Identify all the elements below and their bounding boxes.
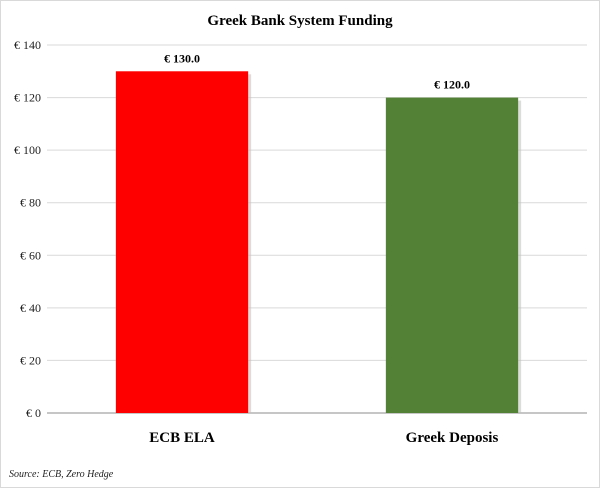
category-label: ECB ELA bbox=[149, 430, 215, 446]
y-tick-label: € 100 bbox=[14, 143, 41, 157]
y-tick-label: € 140 bbox=[14, 38, 41, 52]
data-labels: € 130.0 € 120.0 bbox=[164, 51, 470, 91]
data-label: € 120.0 bbox=[434, 78, 470, 92]
chart-title: Greek Bank System Funding bbox=[207, 13, 393, 29]
source-note: Source: ECB, Zero Hedge bbox=[9, 469, 114, 480]
y-axis-ticks: € 0 € 20 € 40 € 60 € 80 € 100 € 120 € 140 bbox=[14, 38, 41, 420]
bars bbox=[115, 71, 522, 414]
category-label: Greek Deposis bbox=[406, 430, 499, 446]
y-tick-label: € 0 bbox=[26, 406, 41, 420]
y-tick-label: € 60 bbox=[20, 248, 41, 262]
x-axis-categories: ECB ELA Greek Deposis bbox=[149, 430, 498, 446]
y-tick-label: € 80 bbox=[20, 196, 41, 210]
y-tick-label: € 120 bbox=[14, 91, 41, 105]
y-tick-label: € 20 bbox=[20, 353, 41, 367]
bar bbox=[115, 71, 249, 414]
bar bbox=[385, 97, 519, 414]
y-tick-label: € 40 bbox=[20, 301, 41, 315]
data-label: € 130.0 bbox=[164, 51, 200, 65]
